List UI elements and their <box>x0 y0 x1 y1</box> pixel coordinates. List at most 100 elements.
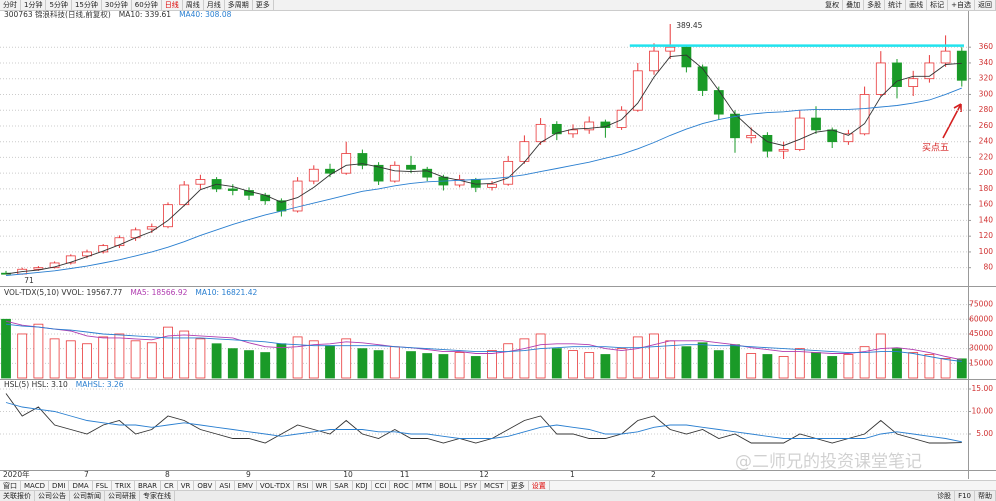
volume-bar <box>244 350 254 379</box>
volume-bar <box>373 350 384 379</box>
candle-body <box>956 50 967 81</box>
candle-body <box>616 109 627 128</box>
tab[interactable]: 复权 <box>822 0 844 10</box>
tab[interactable]: MACD <box>21 481 49 491</box>
candle-body <box>244 190 254 196</box>
tab[interactable]: 画线 <box>906 0 928 10</box>
tab[interactable]: 1分钟 <box>21 0 47 10</box>
volume-bar <box>827 356 838 379</box>
x-tick-label: 8 <box>165 470 170 479</box>
tab[interactable]: 叠加 <box>843 0 865 10</box>
tab[interactable]: MTM <box>413 481 437 491</box>
candle-body <box>179 184 190 206</box>
series-line <box>5 87 962 277</box>
tab[interactable]: 标记 <box>927 0 949 10</box>
tab[interactable]: 公司公告 <box>35 491 70 501</box>
tab[interactable]: F10 <box>955 491 975 501</box>
volume-bar <box>227 348 238 379</box>
tab[interactable]: DMI <box>49 481 70 491</box>
tab[interactable]: ROC <box>390 481 413 491</box>
volume-bar <box>65 340 76 379</box>
candle-body <box>98 245 109 253</box>
tab[interactable]: 关联报价 <box>0 491 35 501</box>
volume-bar <box>98 336 109 379</box>
candle-body <box>33 267 44 270</box>
tab[interactable]: 公司研报 <box>105 491 140 501</box>
tab[interactable]: 多周期 <box>225 0 253 10</box>
tab[interactable]: CR <box>161 481 178 491</box>
tab[interactable]: VR <box>178 481 195 491</box>
annotation: 买点五 <box>922 143 949 154</box>
tab[interactable]: 日线 <box>162 0 183 10</box>
tab[interactable]: +自选 <box>948 0 975 10</box>
tab[interactable]: 30分钟 <box>102 0 132 10</box>
series-line <box>5 323 962 362</box>
y-tick-label: 320 <box>979 74 994 83</box>
candle-body <box>389 164 400 182</box>
tab[interactable]: BOLL <box>436 481 462 491</box>
series-line <box>5 402 962 443</box>
tab[interactable]: 设置 <box>529 481 550 491</box>
candle-body <box>163 204 173 228</box>
tab[interactable]: BRAR <box>135 481 161 491</box>
candle-body <box>454 179 465 186</box>
tab[interactable]: 周线 <box>183 0 204 10</box>
tab[interactable]: CCI <box>372 481 391 491</box>
tab[interactable]: SAR <box>331 481 353 491</box>
candle-body <box>681 46 692 68</box>
tab[interactable]: TRIX <box>112 481 135 491</box>
tab[interactable]: OBV <box>194 481 217 491</box>
y-tick-label: 60000 <box>969 314 993 323</box>
tab[interactable]: EMV <box>235 481 257 491</box>
tab[interactable]: 多股 <box>864 0 886 10</box>
candle-body <box>794 117 805 150</box>
volume-bar <box>568 350 578 379</box>
tab[interactable]: 专家在线 <box>140 491 175 501</box>
volume-bar <box>713 350 724 379</box>
candle-body <box>584 121 595 131</box>
volume-bar <box>130 340 141 379</box>
tab[interactable]: 15分钟 <box>72 0 102 10</box>
tab[interactable]: 5分钟 <box>46 0 72 10</box>
tab[interactable]: PSY <box>461 481 482 491</box>
tab[interactable]: 窗口 <box>0 481 21 491</box>
candle-body <box>778 149 789 152</box>
tab[interactable]: 更多 <box>508 481 529 491</box>
tab[interactable]: 月线 <box>204 0 225 10</box>
tab[interactable]: VOL-TDX <box>257 481 295 491</box>
tab[interactable]: ASI <box>216 481 235 491</box>
tab[interactable]: RSI <box>294 481 313 491</box>
tab[interactable]: 分时 <box>0 0 21 10</box>
tab[interactable]: 更多 <box>253 0 274 10</box>
y-tick-label: 340 <box>979 58 994 67</box>
candle-body <box>325 168 335 174</box>
y-tick-label: 180 <box>979 184 994 193</box>
tab[interactable]: DMA <box>69 481 93 491</box>
tab[interactable]: MCST <box>481 481 508 491</box>
volume-bar <box>211 343 222 379</box>
panel-header: HSL(5) HSL: 3.10 <box>4 380 68 389</box>
tab[interactable]: 诊股 <box>934 491 956 501</box>
volume-bar <box>308 340 319 379</box>
tab[interactable]: 公司新闻 <box>70 491 105 501</box>
low-label: 71 <box>24 276 34 285</box>
candle-body <box>341 153 352 174</box>
tab[interactable]: 统计 <box>885 0 907 10</box>
tab[interactable]: KDJ <box>353 481 372 491</box>
volume-bar <box>859 346 870 379</box>
volume-bar <box>179 330 190 379</box>
volume-bar <box>82 343 92 379</box>
panel-header: 300763 锦浪科技(日线,前复权) <box>4 9 111 19</box>
tab[interactable]: WR <box>313 481 332 491</box>
tab[interactable]: 60分钟 <box>132 0 162 10</box>
tab[interactable]: FSL <box>93 481 112 491</box>
candle-body <box>292 180 303 212</box>
volume-bar <box>260 352 271 379</box>
candle-body <box>551 123 562 135</box>
candle-body <box>924 62 935 80</box>
candle-body <box>713 90 724 115</box>
y-tick-label: 15000 <box>969 358 993 367</box>
volume-bar <box>875 333 886 379</box>
panel-header: MA5: 18566.92 <box>130 288 187 297</box>
